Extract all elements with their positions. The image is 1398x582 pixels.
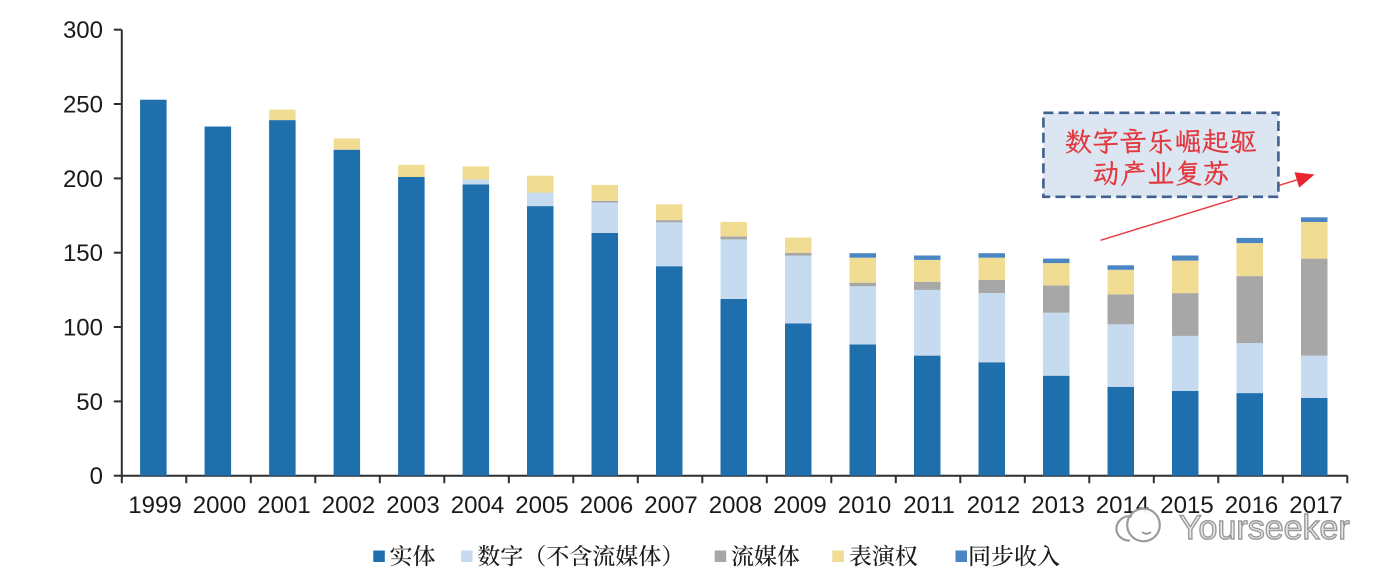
svg-text:250: 250 (63, 91, 103, 118)
svg-text:2017: 2017 (1289, 492, 1342, 519)
svg-text:2007: 2007 (644, 492, 697, 519)
svg-text:2000: 2000 (193, 492, 246, 519)
svg-text:2005: 2005 (515, 492, 568, 519)
svg-text:2004: 2004 (451, 492, 504, 519)
svg-text:1999: 1999 (128, 492, 181, 519)
svg-text:100: 100 (63, 314, 103, 341)
svg-text:Yourseeker: Yourseeker (1179, 509, 1350, 547)
svg-text:300: 300 (63, 17, 103, 44)
svg-text:2015: 2015 (1160, 492, 1213, 519)
svg-text:150: 150 (63, 240, 103, 267)
svg-text:2006: 2006 (580, 492, 633, 519)
svg-text:2010: 2010 (838, 492, 891, 519)
svg-text:2016: 2016 (1225, 492, 1278, 519)
svg-text:50: 50 (76, 389, 103, 416)
svg-text:2001: 2001 (257, 492, 310, 519)
svg-text:2002: 2002 (322, 492, 375, 519)
svg-text:2003: 2003 (386, 492, 439, 519)
svg-text:2013: 2013 (1031, 492, 1084, 519)
svg-text:2008: 2008 (709, 492, 762, 519)
svg-text:2009: 2009 (773, 492, 826, 519)
svg-text:200: 200 (63, 166, 103, 193)
svg-text:2011: 2011 (903, 492, 955, 519)
svg-text:2012: 2012 (967, 492, 1020, 519)
svg-text:0: 0 (90, 463, 103, 490)
